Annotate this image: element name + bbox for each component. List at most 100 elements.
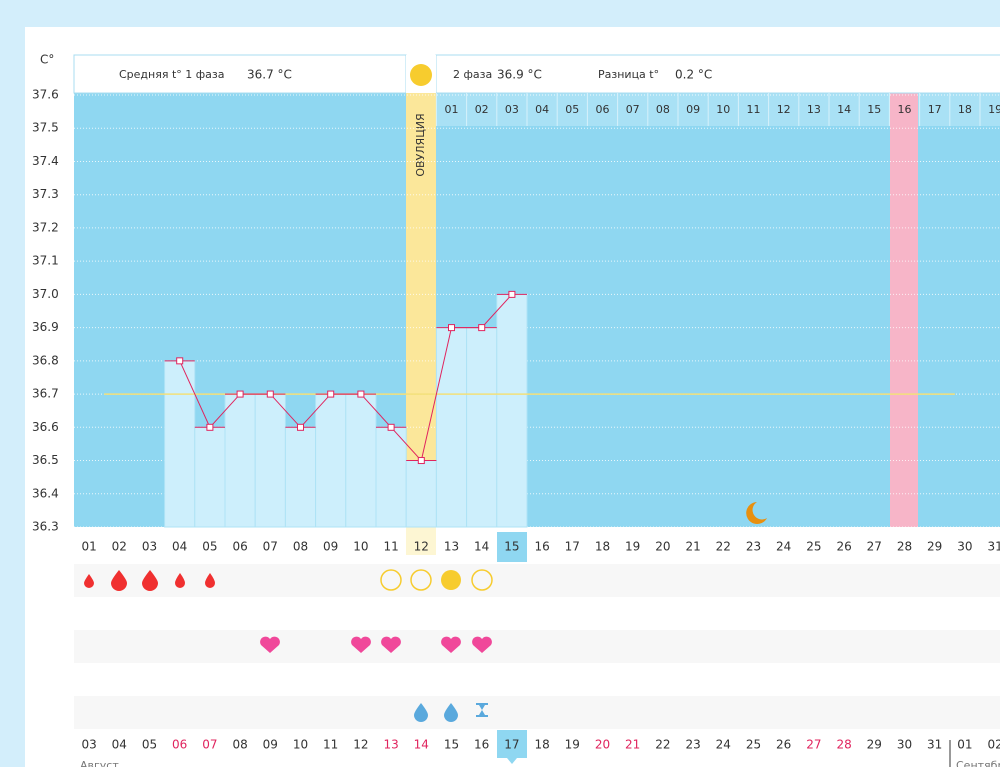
post-ovulation-day: 06: [596, 103, 610, 116]
bleeding-icon: [84, 574, 94, 588]
bar: [435, 327, 468, 528]
date-label: 05: [142, 738, 157, 752]
x-tick-label: 17: [565, 540, 580, 554]
bar: [345, 393, 377, 528]
today-date-highlight: [497, 730, 527, 758]
today-notch: [507, 758, 517, 764]
bar: [375, 426, 407, 528]
heart-icon: [351, 636, 371, 653]
point: [176, 357, 184, 365]
y-tick-label: 36.7: [32, 387, 59, 401]
y-tick-label: 37.3: [32, 187, 59, 201]
y-tick-label: 37.4: [32, 154, 59, 168]
header-value: 0.2 °C: [675, 68, 712, 82]
date-label: 30: [897, 738, 912, 752]
post-ovulation-day: 17: [928, 103, 942, 116]
bar: [254, 393, 286, 528]
x-tick-label: 10: [353, 540, 368, 554]
post-ovulation-day: 04: [535, 103, 549, 116]
date-label: 31: [927, 738, 942, 752]
icons: [84, 502, 767, 722]
post-ovulation-day: 02: [475, 103, 489, 116]
y-tick-label: 37.0: [32, 287, 59, 301]
row-bg: [74, 564, 1000, 597]
x-tick-label: 14: [474, 540, 489, 554]
point: [266, 390, 274, 398]
y-tick-label: 37.6: [32, 88, 59, 102]
x-tick-label: 30: [957, 540, 972, 554]
x-tick-label: 02: [112, 540, 127, 554]
header-value: 36.7 °C: [247, 68, 292, 82]
x-tick-label: 05: [202, 540, 217, 554]
header-box: [435, 54, 1000, 94]
x-tick-label: 13: [444, 540, 459, 554]
date-label: 21: [625, 738, 640, 752]
date-label: 07: [202, 738, 217, 752]
y-tick-label: 36.9: [32, 320, 59, 334]
date-label: 14: [414, 738, 429, 752]
date-label: 01: [957, 738, 972, 752]
bar: [164, 360, 196, 528]
post-ovulation-day: 11: [747, 103, 761, 116]
post-ovulation-day: 13: [807, 103, 821, 116]
bar: [405, 460, 437, 528]
x-tick-label: 16: [534, 540, 549, 554]
x-tick-label: 18: [595, 540, 610, 554]
y-tick-label: 36.8: [32, 353, 59, 367]
today-highlight: [497, 532, 527, 562]
date-label: 13: [383, 738, 398, 752]
bar: [224, 393, 256, 528]
header-text: Разница t°: [598, 68, 659, 81]
point: [417, 457, 425, 465]
post-ovulation-day: 19: [988, 103, 1000, 116]
date-label: 25: [746, 738, 761, 752]
heart-icon: [441, 636, 461, 653]
post-ovulation-day: 14: [837, 103, 851, 116]
post-ovulation-day: 08: [656, 103, 670, 116]
x-tick-label: 15: [504, 540, 519, 554]
mucus-icon: [414, 703, 428, 722]
heart-icon: [260, 636, 280, 653]
y-tick-label: 37.2: [32, 220, 59, 234]
date-label: 04: [112, 738, 127, 752]
fertility-icon: [410, 569, 432, 591]
fertility-icon: [380, 569, 402, 591]
date-label: 10: [293, 738, 308, 752]
point: [478, 324, 486, 332]
period-column: [890, 93, 918, 527]
ovulation-label: ОВУЛЯЦИЯ: [414, 113, 427, 176]
bar: [194, 426, 226, 528]
point: [297, 423, 304, 431]
date-label: 06: [172, 738, 187, 752]
point: [448, 324, 455, 332]
date-label: 27: [806, 738, 821, 752]
x-tick-label: 12: [414, 540, 429, 554]
date-label: 22: [655, 738, 670, 752]
header-value: 36.9 °C: [497, 68, 542, 82]
ovulation-foot: [406, 527, 436, 555]
x-tick-label: 27: [867, 540, 882, 554]
post-ovulation-day: 12: [777, 103, 791, 116]
point: [357, 390, 365, 398]
date-label: 12: [353, 738, 368, 752]
date-label: 15: [444, 738, 459, 752]
header-box: [73, 54, 407, 94]
date-label: 03: [81, 738, 96, 752]
date-label: 19: [565, 738, 580, 752]
date-label: 11: [323, 738, 338, 752]
x-tick-label: 24: [776, 540, 791, 554]
bar: [315, 393, 347, 528]
point: [236, 390, 244, 398]
x-tick-label: 23: [746, 540, 761, 554]
row-bg: [74, 630, 1000, 663]
date-label: 18: [534, 738, 549, 752]
post-ovulation-day: 15: [867, 103, 881, 116]
x-tick-label: 21: [685, 540, 700, 554]
heart-icon: [472, 636, 492, 653]
x-tick-label: 20: [655, 540, 670, 554]
date-label: 23: [685, 738, 700, 752]
bar: [496, 293, 528, 528]
post-ovulation-day: 07: [626, 103, 640, 116]
x-tick-label: 25: [806, 540, 821, 554]
